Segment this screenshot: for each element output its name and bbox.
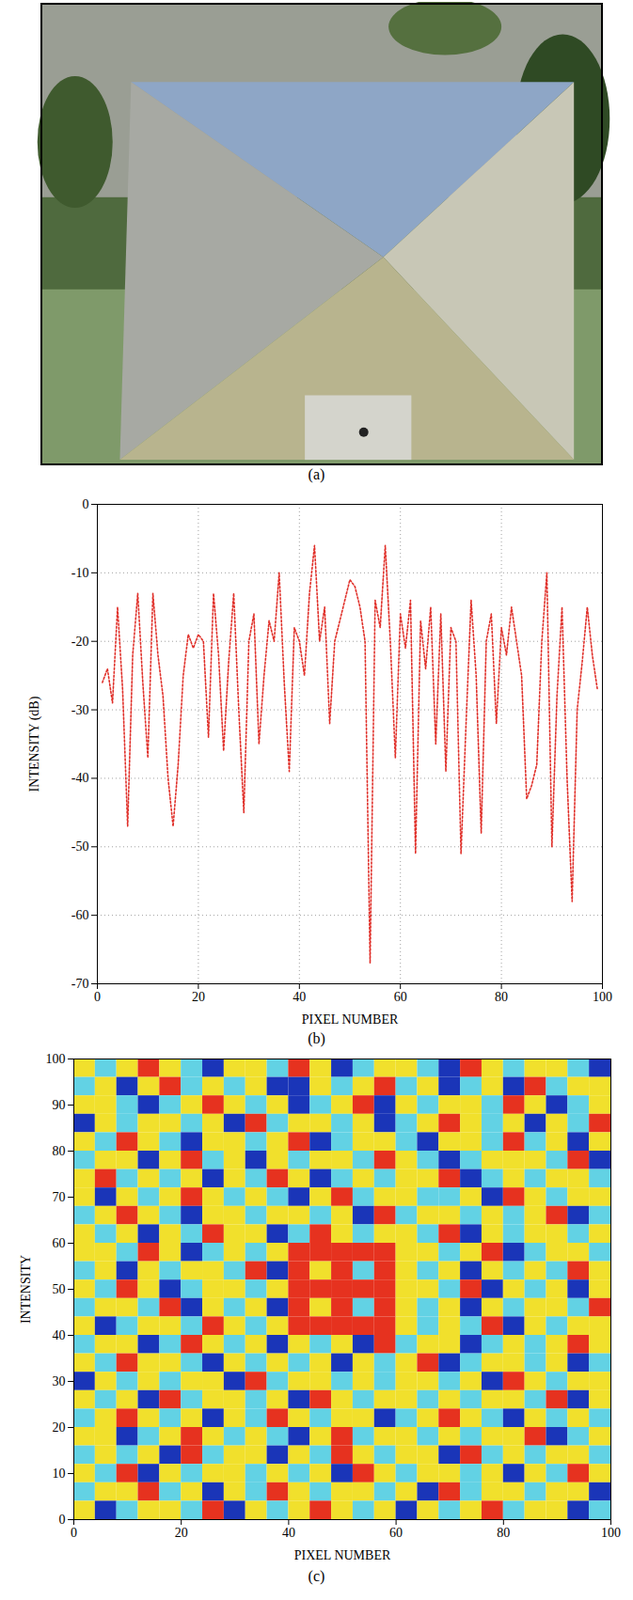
svg-text:40: 40 — [52, 1329, 66, 1344]
svg-text:20: 20 — [52, 1421, 66, 1436]
svg-text:0: 0 — [59, 1513, 66, 1528]
svg-text:-10: -10 — [71, 566, 90, 581]
svg-text:40: 40 — [292, 990, 306, 1005]
html-text:(c): (c) — [308, 1568, 325, 1585]
svg-text:-30: -30 — [71, 703, 90, 718]
svg-text:PIXEL NUMBER: PIXEL NUMBER — [301, 1012, 399, 1028]
svg-text:60: 60 — [52, 1236, 66, 1251]
svg-text:70: 70 — [52, 1190, 66, 1205]
svg-text:80: 80 — [496, 1526, 510, 1541]
svg-text:0: 0 — [94, 990, 101, 1005]
svg-text:40: 40 — [282, 1526, 296, 1541]
html-text:(a): (a) — [308, 466, 325, 483]
svg-text:20: 20 — [191, 990, 206, 1005]
svg-text:100: 100 — [601, 1526, 621, 1541]
svg-text:80: 80 — [494, 990, 508, 1005]
svg-text:INTENSITY (dB): INTENSITY (dB) — [27, 696, 43, 792]
svg-text:0: 0 — [70, 1526, 78, 1541]
svg-text:INTENSITY: INTENSITY — [18, 1255, 33, 1325]
svg-text:-40: -40 — [71, 771, 90, 786]
svg-text:50: 50 — [52, 1282, 66, 1298]
svg-text:100: 100 — [592, 990, 613, 1005]
html-text:(b): (b) — [307, 1030, 326, 1047]
svg-text:20: 20 — [174, 1526, 189, 1541]
svg-text:60: 60 — [394, 990, 408, 1005]
svg-text:PIXEL NUMBER: PIXEL NUMBER — [294, 1549, 392, 1564]
svg-text:-60: -60 — [71, 908, 90, 923]
svg-text:-50: -50 — [71, 839, 90, 855]
svg-text:0: 0 — [82, 497, 90, 512]
svg-text:30: 30 — [52, 1375, 66, 1390]
svg-text:100: 100 — [46, 1052, 66, 1067]
svg-text:-20: -20 — [71, 634, 90, 649]
svg-text:80: 80 — [52, 1144, 66, 1159]
svg-text:90: 90 — [52, 1098, 66, 1113]
svg-text:60: 60 — [389, 1526, 403, 1541]
svg-text:-70: -70 — [71, 977, 90, 992]
svg-text:10: 10 — [52, 1467, 66, 1482]
